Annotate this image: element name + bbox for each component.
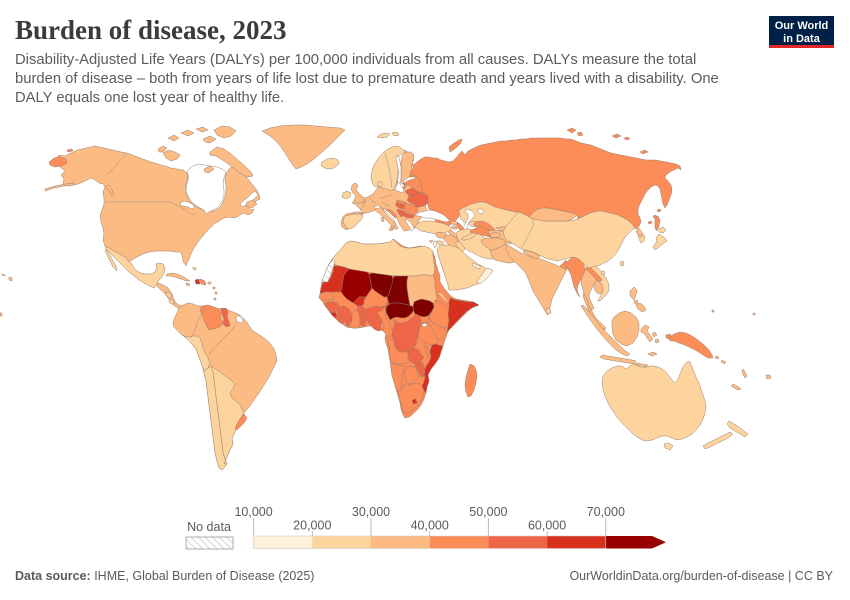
svg-text:30,000: 30,000	[352, 505, 390, 519]
svg-text:No data: No data	[187, 520, 231, 534]
svg-text:50,000: 50,000	[469, 505, 507, 519]
svg-text:10,000: 10,000	[234, 505, 272, 519]
svg-text:40,000: 40,000	[411, 519, 449, 533]
svg-text:20,000: 20,000	[293, 519, 331, 533]
svg-text:70,000: 70,000	[587, 505, 625, 519]
svg-text:60,000: 60,000	[528, 519, 566, 533]
